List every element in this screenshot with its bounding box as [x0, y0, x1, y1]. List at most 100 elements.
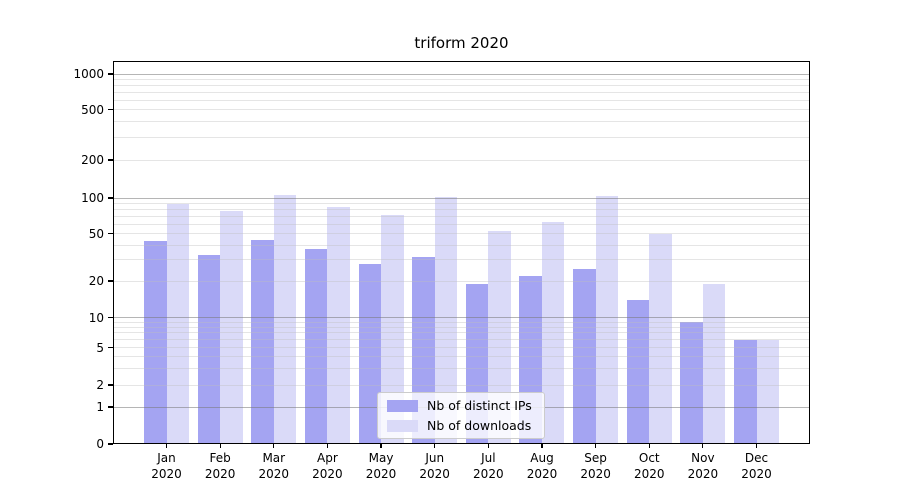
gridline-minor [114, 233, 809, 234]
x-axis-tick [165, 444, 168, 448]
y-axis-tick [108, 73, 113, 75]
y-axis-tick [108, 406, 113, 408]
legend-item: Nb of downloads [387, 418, 535, 433]
bar-distinct-ips [734, 339, 757, 444]
gridline-minor [114, 208, 809, 210]
gridline-minor [114, 202, 809, 204]
bar-distinct-ips [573, 269, 596, 444]
gridline-minor [114, 321, 809, 323]
bar-downloads [273, 195, 297, 444]
gridline-minor [114, 280, 809, 282]
gridline-minor [114, 121, 809, 123]
y-axis-tick-label: 5 [96, 340, 104, 355]
legend-label: Nb of downloads [427, 418, 532, 433]
bar-distinct-ips [358, 263, 382, 444]
x-axis-tick-label: Aug 2020 [526, 451, 558, 481]
gridline-major [114, 197, 809, 199]
y-axis-tick [108, 159, 113, 161]
y-axis-tick [108, 108, 113, 111]
bar-downloads [220, 211, 243, 444]
y-axis-tick [108, 384, 113, 386]
gridline-minor [114, 91, 809, 93]
x-axis-tick [648, 444, 650, 448]
x-axis-tick-label: Mar 2020 [258, 451, 290, 481]
bar-distinct-ips [197, 255, 221, 444]
y-axis-tick [108, 280, 113, 282]
x-axis-tick [326, 444, 328, 448]
x-axis-tick [595, 444, 597, 448]
x-axis-tick-label: Dec 2020 [741, 451, 772, 481]
legend: Nb of distinct IPs Nb of downloads [377, 392, 545, 439]
gridline-minor [114, 347, 809, 348]
x-axis-tick [487, 444, 489, 448]
legend-swatch-downloads [387, 419, 418, 432]
bar-downloads [434, 196, 458, 444]
gridline-minor [114, 332, 809, 334]
gridline-minor [114, 384, 809, 386]
x-axis-tick-label: Jan 2020 [151, 451, 182, 481]
legend-swatch-distinct-ips [387, 399, 418, 412]
gridline-minor [114, 356, 809, 358]
gridline-minor [114, 326, 809, 328]
legend-item: Nb of distinct IPs [387, 398, 535, 413]
y-axis-tick-label: 2 [96, 378, 104, 392]
y-axis-tick-label: 500 [81, 102, 104, 117]
x-axis-tick [755, 444, 758, 448]
bar-downloads [649, 233, 672, 444]
gridline-major [114, 73, 809, 75]
gridline-minor [114, 259, 809, 261]
y-axis-tick [108, 346, 113, 349]
x-axis-tick-label: Sep 2020 [580, 451, 611, 481]
x-axis-tick-label: Oct 2020 [633, 451, 665, 481]
y-axis-tick-label: 1 [96, 400, 104, 414]
legend-label: Nb of distinct IPs [427, 398, 532, 413]
x-axis-tick [541, 444, 543, 448]
gridline-minor [114, 159, 809, 161]
x-axis-tick [219, 444, 221, 448]
bar-downloads [756, 339, 780, 444]
x-axis-tick [380, 444, 382, 448]
x-axis-tick [434, 444, 436, 448]
gridline-major [114, 317, 809, 318]
bar-distinct-ips [626, 299, 650, 444]
x-axis-tick-label: Jun 2020 [419, 451, 450, 481]
y-axis-tick-label: 100 [81, 191, 104, 205]
x-axis-tick-label: Feb 2020 [204, 451, 236, 481]
x-axis-tick-label: Apr 2020 [312, 451, 343, 481]
y-axis-tick-label: 10 [88, 310, 104, 325]
x-axis-tick-label: Jul 2020 [473, 451, 504, 481]
gridline-minor [114, 367, 809, 369]
gridline-minor [114, 244, 809, 246]
y-axis-tick [108, 197, 113, 199]
y-axis-tick-label: 1000 [73, 67, 104, 81]
bar-downloads [595, 195, 619, 444]
bar-downloads [166, 203, 189, 444]
x-axis-tick-label: May 2020 [365, 451, 397, 481]
bar-distinct-ips [251, 240, 274, 444]
bar-downloads [702, 283, 726, 444]
x-axis-tick [702, 444, 704, 448]
gridline-minor [114, 339, 809, 341]
bar-downloads [541, 222, 565, 444]
gridline-minor [114, 99, 809, 101]
gridline-minor [114, 137, 809, 139]
gridline-minor [114, 223, 809, 225]
bar-distinct-ips [680, 322, 703, 444]
y-axis-tick-label: 50 [88, 226, 104, 241]
y-axis-tick [108, 443, 113, 445]
gridline-minor [114, 215, 809, 217]
x-axis-tick [273, 444, 275, 448]
bar-downloads [381, 214, 404, 444]
y-axis-tick-label: 0 [96, 437, 104, 451]
y-axis-tick [108, 316, 113, 319]
bar-distinct-ips [304, 249, 328, 444]
gridline-minor [114, 78, 809, 80]
y-axis-tick [108, 232, 113, 235]
x-axis-tick-label: Nov 2020 [687, 451, 719, 481]
y-axis-tick-label: 200 [81, 153, 104, 167]
gridline-minor [114, 84, 809, 86]
y-axis-tick-label: 20 [88, 274, 104, 288]
bar-downloads [327, 206, 350, 444]
chart-title: triform 2020 [414, 34, 509, 52]
